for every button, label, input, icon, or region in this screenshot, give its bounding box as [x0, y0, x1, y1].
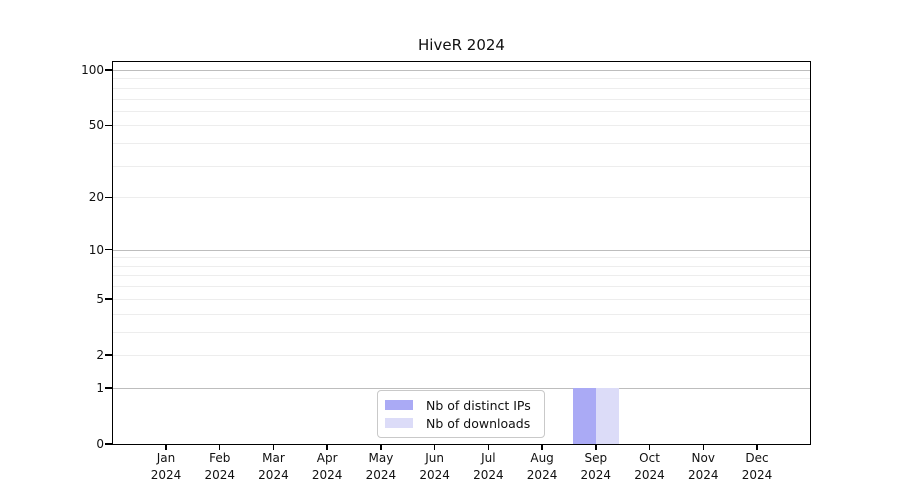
y-tick-label: 2	[96, 347, 104, 362]
minor-gridline	[113, 331, 810, 333]
minor-gridline	[113, 257, 810, 259]
x-tick-label-jan: Jan 2024	[150, 451, 182, 482]
y-tick-mark	[105, 387, 113, 389]
bar-distinct-ips-sep	[572, 387, 596, 444]
legend-label-downloads: Nb of downloads	[426, 415, 531, 431]
minor-gridline	[113, 265, 810, 267]
x-tick-label-sep: Sep 2024	[580, 451, 612, 482]
minor-gridline	[113, 286, 810, 288]
x-tick-mark	[272, 444, 275, 450]
x-tick-mark	[487, 444, 490, 450]
minor-gridline	[113, 87, 810, 89]
x-tick-label-jul: Jul 2024	[473, 451, 504, 482]
legend-swatch-distinct-ips	[385, 400, 413, 410]
y-tick-label: 100	[81, 63, 104, 77]
legend: Nb of distinct IPs Nb of downloads	[377, 390, 545, 438]
y-tick-mark	[105, 69, 113, 71]
minor-gridline	[113, 275, 810, 277]
x-tick-mark	[433, 444, 436, 450]
x-tick-mark	[541, 444, 543, 450]
minor-gridline	[113, 298, 810, 300]
x-tick-label-oct: Oct 2024	[634, 451, 665, 482]
plot-area	[113, 62, 810, 444]
y-tick-label: 50	[88, 118, 104, 133]
major-gridline	[113, 249, 810, 251]
minor-gridline	[113, 125, 810, 127]
x-tick-label-aug: Aug 2024	[526, 451, 558, 482]
x-tick-label-may: May 2024	[365, 451, 397, 482]
legend-label-distinct-ips: Nb of distinct IPs	[426, 397, 531, 413]
minor-gridline	[113, 98, 810, 100]
x-tick-label-feb: Feb 2024	[204, 451, 235, 482]
bar-downloads-sep	[595, 387, 619, 444]
y-tick-mark	[105, 354, 113, 356]
minor-gridline	[113, 354, 810, 356]
y-tick-mark	[105, 248, 113, 251]
minor-gridline	[113, 165, 810, 167]
y-tick-label: 20	[88, 190, 104, 205]
x-tick-label-apr: Apr 2024	[311, 451, 343, 482]
y-tick-label: 0	[96, 437, 104, 451]
y-tick-label: 10	[88, 242, 104, 257]
y-tick-label: 1	[96, 380, 104, 395]
minor-gridline	[113, 110, 810, 112]
chart-title: HiveR 2024	[418, 36, 505, 54]
x-tick-mark	[702, 444, 705, 450]
major-gridline	[113, 387, 810, 389]
x-tick-mark	[756, 444, 758, 450]
y-tick-mark	[105, 443, 113, 445]
minor-gridline	[113, 78, 810, 80]
x-tick-label-dec: Dec 2024	[741, 451, 773, 482]
minor-gridline	[113, 313, 810, 315]
y-tick-label: 5	[96, 291, 104, 306]
x-tick-mark	[326, 444, 328, 450]
x-tick-mark	[595, 444, 597, 450]
x-tick-mark	[218, 444, 221, 450]
minor-gridline	[113, 197, 810, 199]
minor-gridline	[113, 143, 810, 145]
x-tick-label-mar: Mar 2024	[258, 451, 289, 482]
legend-item-downloads: Nb of downloads	[385, 416, 544, 431]
y-tick-mark	[105, 298, 113, 300]
legend-item-distinct-ips: Nb of distinct IPs	[385, 398, 544, 413]
x-tick-mark	[648, 444, 651, 450]
x-tick-mark	[380, 444, 382, 450]
x-tick-label-nov: Nov 2024	[687, 451, 719, 482]
y-tick-mark	[105, 124, 113, 127]
legend-swatch-downloads	[385, 418, 413, 428]
x-tick-label-jun: Jun 2024	[419, 451, 450, 482]
major-gridline	[113, 70, 810, 71]
y-tick-mark	[105, 196, 113, 199]
x-tick-mark	[165, 444, 167, 450]
